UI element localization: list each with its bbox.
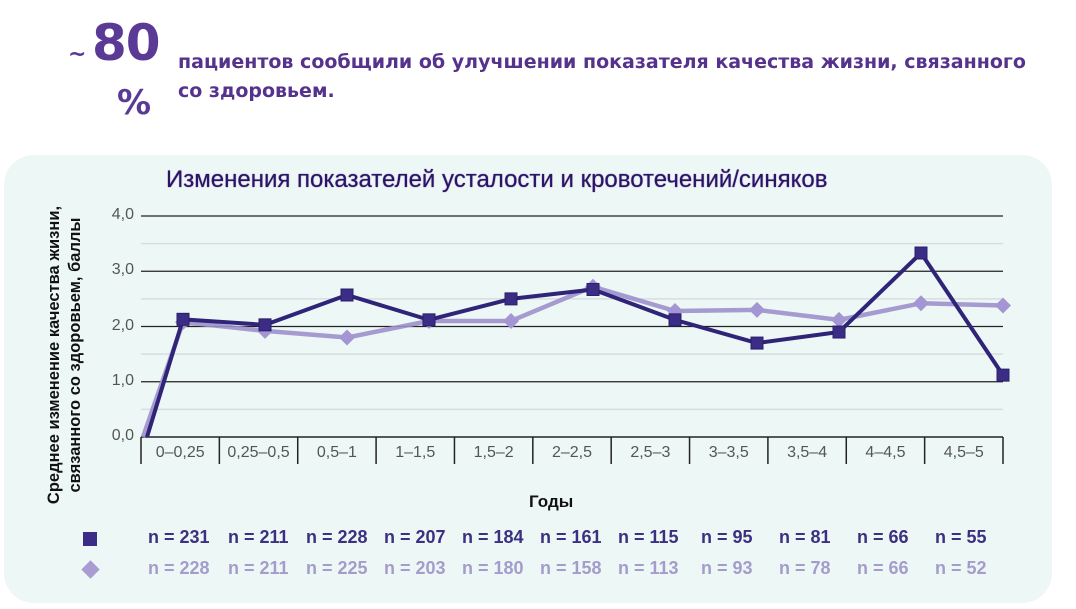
legend-n-count: n = 184: [462, 527, 524, 547]
square-marker-icon: [176, 312, 190, 326]
legend-n-count: n = 211: [228, 527, 289, 547]
x-category-label: 4–4,5: [865, 444, 906, 461]
square-marker-icon: [340, 288, 354, 302]
chart-title: Изменения показателей усталости и кровот…: [166, 166, 828, 193]
x-category-label: 2–2,5: [551, 444, 593, 461]
x-category-label: 0–0,25: [155, 444, 205, 461]
legend-n-count: n = 115: [618, 527, 679, 547]
stat-prefix: ~: [68, 42, 87, 67]
legend-n-count: n = 228: [148, 558, 210, 578]
legend-n-count: n = 161: [540, 527, 602, 547]
diamond-marker-icon: [831, 311, 847, 328]
legend-n-count: n = 228: [306, 527, 368, 547]
y-tick-label: 4,0: [111, 206, 134, 223]
y-tick-label: 0,0: [111, 427, 134, 444]
diamond-marker-icon: [913, 295, 929, 312]
legend-n-count: n = 52: [935, 558, 987, 578]
legend-n-count: n = 95: [701, 527, 753, 547]
x-category-label: 4,5–5: [943, 444, 984, 461]
x-category-label: 1,5–2: [473, 444, 514, 461]
square-marker-icon: [914, 246, 928, 260]
diamond-marker-icon: [749, 301, 765, 318]
diamond-marker-icon: [995, 297, 1011, 314]
legend-n-count: n = 55: [935, 527, 987, 547]
legend-n-count: n = 113: [618, 558, 679, 578]
square-marker-icon: [83, 532, 97, 546]
legend-n-count: n = 207: [384, 527, 446, 547]
legend-n-count: n = 180: [462, 558, 524, 578]
legend-n-count: n = 211: [228, 558, 289, 578]
x-axis-label: Годы: [529, 492, 574, 511]
square-marker-icon: [586, 282, 600, 296]
square-marker-icon: [750, 336, 764, 350]
x-category-label: 3,5–4: [787, 444, 828, 461]
diamond-marker-icon: [339, 329, 355, 346]
chart-panel: [4, 155, 1052, 603]
x-category-label: 2,5–3: [630, 444, 671, 461]
legend-n-count: n = 78: [779, 558, 831, 578]
y-tick-label: 1,0: [111, 371, 134, 389]
diamond-marker-icon: [503, 312, 519, 329]
square-marker-icon: [258, 318, 272, 332]
square-marker-icon: [504, 292, 518, 306]
square-marker-icon: [422, 313, 436, 327]
stat-unit: %: [117, 83, 152, 123]
x-category-label: 0,5–1: [316, 444, 357, 461]
stat-value: 80: [92, 14, 161, 72]
legend-n-count: n = 66: [857, 558, 909, 578]
square-marker-icon: [996, 368, 1010, 382]
legend-n-count: n = 231: [148, 527, 210, 547]
legend-n-count: n = 93: [701, 558, 753, 578]
y-tick-label: 3,0: [111, 261, 134, 279]
stat-description: пациентов сообщили об улучшении показате…: [178, 51, 1026, 102]
x-category-label: 3–3,5: [708, 444, 749, 461]
legend-n-count: n = 225: [306, 558, 368, 578]
legend-n-count: n = 66: [857, 527, 909, 547]
y-tick-label: 2,0: [111, 316, 134, 334]
square-marker-icon: [668, 313, 682, 327]
series-square-line: [145, 251, 1005, 438]
series-diamond-line: [140, 284, 1004, 438]
x-category-label: 0,25–0,5: [227, 444, 290, 461]
legend-n-count: n = 81: [779, 527, 831, 547]
x-category-label: 1–1,5: [395, 444, 436, 461]
square-marker-icon: [832, 325, 846, 339]
legend-n-count: n = 203: [384, 558, 446, 578]
legend-n-count: n = 158: [540, 558, 602, 578]
